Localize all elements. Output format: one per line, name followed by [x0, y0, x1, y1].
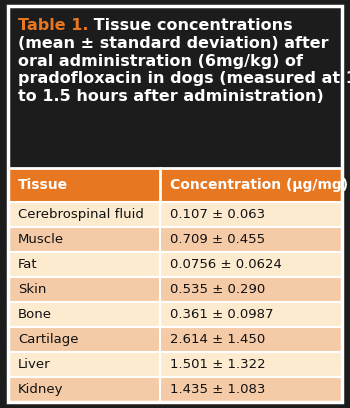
Bar — [8, 252, 342, 277]
Bar — [8, 227, 342, 252]
Text: Cartilage: Cartilage — [18, 333, 78, 346]
Text: pradofloxacin in dogs (measured at 1: pradofloxacin in dogs (measured at 1 — [18, 71, 350, 86]
Bar — [8, 327, 342, 352]
Text: 1.435 ± 1.083: 1.435 ± 1.083 — [170, 383, 265, 396]
Text: Bone: Bone — [18, 308, 52, 321]
Text: Liver: Liver — [18, 358, 51, 371]
Text: Fat: Fat — [18, 258, 38, 271]
Text: oral administration (6mg/kg) of: oral administration (6mg/kg) of — [18, 53, 303, 69]
Text: Concentration (µg/mg): Concentration (µg/mg) — [170, 178, 348, 192]
Bar — [8, 277, 342, 302]
Text: 0.107 ± 0.063: 0.107 ± 0.063 — [170, 208, 265, 221]
Text: 0.361 ± 0.0987: 0.361 ± 0.0987 — [170, 308, 273, 321]
Bar — [8, 6, 342, 168]
Text: 1.501 ± 1.322: 1.501 ± 1.322 — [170, 358, 266, 371]
Text: Tissue: Tissue — [18, 178, 68, 192]
Bar — [8, 202, 342, 227]
Text: Skin: Skin — [18, 283, 46, 296]
Text: to 1.5 hours after administration): to 1.5 hours after administration) — [18, 89, 324, 104]
Bar — [8, 377, 342, 402]
Text: Tissue concentrations: Tissue concentrations — [89, 18, 293, 33]
Bar — [8, 302, 342, 327]
Text: Muscle: Muscle — [18, 233, 64, 246]
Text: Cerebrospinal fluid: Cerebrospinal fluid — [18, 208, 144, 221]
Text: 2.614 ± 1.450: 2.614 ± 1.450 — [170, 333, 265, 346]
Text: Table 1.: Table 1. — [18, 18, 89, 33]
Text: 0.535 ± 0.290: 0.535 ± 0.290 — [170, 283, 265, 296]
Text: Kidney: Kidney — [18, 383, 63, 396]
Bar — [8, 352, 342, 377]
Text: (mean ± standard deviation) after: (mean ± standard deviation) after — [18, 36, 329, 51]
Bar — [8, 168, 342, 202]
Text: 0.0756 ± 0.0624: 0.0756 ± 0.0624 — [170, 258, 282, 271]
Text: 0.709 ± 0.455: 0.709 ± 0.455 — [170, 233, 265, 246]
